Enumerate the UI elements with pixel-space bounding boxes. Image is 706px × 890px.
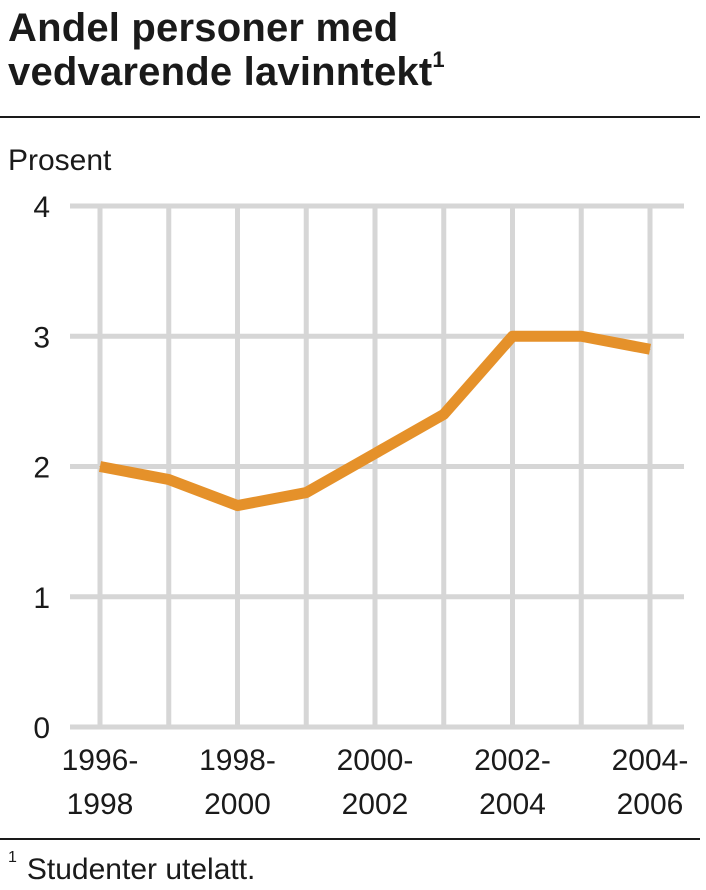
x-tick-labels: 1996- 1998 1998- 2000 2000- 2002 2002- 2004 2004… [62, 744, 689, 821]
x-tick-label: 2004- [612, 744, 689, 777]
y-tick-label: 1 [33, 582, 50, 615]
x-tick-label: 2002- [474, 744, 551, 777]
x-tick-label: 2000 [204, 788, 271, 821]
x-tick-label: 1998 [67, 788, 134, 821]
data-point [512, 335, 513, 337]
x-tick-label: 2004 [479, 788, 546, 821]
series-layer [98, 330, 652, 512]
x-tick-label: 1996- [62, 744, 139, 777]
x-tick-label: 2002 [342, 788, 409, 821]
data-point [168, 479, 170, 481]
chart-title: Andel personer med vedvarende lavinntekt… [8, 6, 698, 94]
data-point [649, 348, 651, 350]
footnote: 1 Studenter utelatt. [8, 846, 255, 888]
y-tick-label: 4 [33, 191, 50, 224]
bottom-divider [0, 838, 700, 840]
y-axis-label: Prosent [8, 144, 112, 177]
footnote-text: Studenter utelatt. [26, 853, 256, 886]
data-point [237, 505, 238, 507]
title-line-2: vedvarende lavinntekt1 [8, 46, 698, 94]
data-point [99, 466, 101, 467]
y-tick-label: 2 [33, 452, 50, 485]
x-tick-label: 2000- [337, 744, 414, 777]
x-tick-label: 1998- [199, 744, 276, 777]
data-point [374, 452, 376, 454]
data-point [580, 335, 582, 337]
title-line-2-text: vedvarende lavinntekt [8, 50, 433, 94]
data-point [443, 413, 445, 415]
y-tick-label: 0 [33, 712, 50, 745]
footnote-marker: 1 [8, 849, 17, 866]
top-divider [0, 116, 700, 118]
y-tick-label: 3 [33, 321, 50, 354]
title-line-1: Andel personer med [8, 6, 399, 50]
y-tick-labels: 0 1 2 3 4 [33, 191, 50, 745]
x-tick-label: 2006 [617, 788, 684, 821]
title-footnote-marker: 1 [432, 46, 445, 72]
grid [70, 203, 684, 730]
data-point [305, 492, 307, 494]
line-chart: Prosent 0 1 2 3 4 1996- 1998 1998- 2000 2000- 200… [8, 144, 689, 821]
